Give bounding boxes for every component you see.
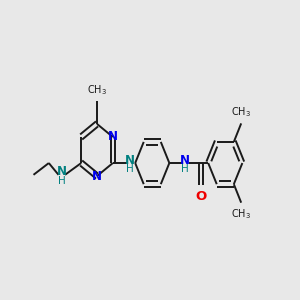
Text: N: N — [108, 130, 118, 143]
Text: H: H — [58, 176, 65, 186]
Text: N: N — [125, 154, 135, 166]
Text: H: H — [181, 164, 189, 174]
Text: N: N — [180, 154, 190, 166]
Text: H: H — [126, 164, 134, 174]
Text: N: N — [56, 165, 67, 178]
Text: O: O — [196, 190, 207, 203]
Text: CH$_3$: CH$_3$ — [87, 84, 107, 98]
Text: CH$_3$: CH$_3$ — [232, 105, 251, 119]
Text: CH$_3$: CH$_3$ — [232, 207, 251, 221]
Text: N: N — [92, 169, 102, 183]
